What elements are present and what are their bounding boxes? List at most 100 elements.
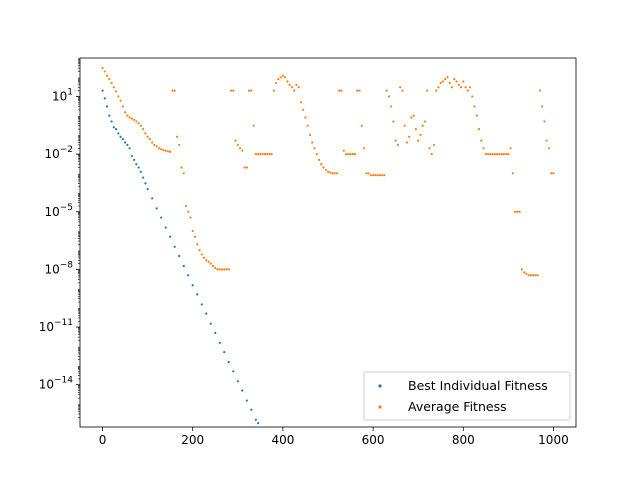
average-fitness-point-151	[441, 80, 445, 83]
average-fitness-point-17	[139, 124, 142, 127]
average-fitness-point-154	[448, 81, 451, 85]
average-fitness-point-172	[489, 152, 492, 156]
average-fitness-point-148	[435, 89, 438, 92]
average-fitness-point-128	[390, 105, 393, 108]
average-fitness-point-146	[430, 152, 433, 156]
average-fitness-point-175	[495, 152, 499, 156]
best-fitness-point-33	[205, 312, 208, 315]
average-fitness-point-177	[500, 152, 503, 156]
average-fitness-point-76	[272, 89, 275, 92]
best-fitness-point-35	[214, 331, 217, 334]
average-fitness-point-70	[259, 152, 262, 156]
average-fitness-point-39	[189, 216, 192, 219]
best-fitness-point-13	[130, 154, 133, 158]
average-fitness-point-65	[247, 89, 251, 92]
average-fitness-point-63	[243, 166, 246, 169]
average-fitness-point-56	[227, 268, 230, 271]
average-fitness-point-23	[153, 143, 156, 147]
average-fitness-point-181	[509, 147, 512, 150]
average-fitness-point-73	[266, 152, 269, 156]
average-fitness-point-180	[507, 152, 510, 156]
average-fitness-point-19	[144, 132, 147, 135]
average-fitness-point-114	[358, 89, 361, 92]
average-fitness-point-133	[401, 89, 404, 92]
average-fitness-point-193	[536, 274, 539, 277]
average-fitness-point-74	[268, 152, 271, 156]
average-fitness-point-75	[270, 152, 273, 156]
average-fitness-point-112	[353, 152, 357, 156]
average-fitness-point-80	[281, 74, 285, 77]
average-fitness-point-53	[220, 268, 224, 271]
average-fitness-point-103	[333, 172, 336, 175]
average-fitness-point-1	[103, 70, 106, 73]
x-axis: 0 200 400 600 800 1000	[99, 427, 569, 447]
average-fitness-point-119	[369, 174, 372, 177]
legend-marker-average	[378, 405, 382, 409]
average-fitness-point-149	[437, 86, 440, 89]
average-fitness-point-78	[277, 77, 280, 81]
average-fitness-point-179	[505, 152, 508, 156]
average-fitness-point-200	[552, 172, 555, 175]
average-fitness-point-85	[293, 89, 296, 92]
best-fitness-point-44	[254, 418, 257, 421]
average-fitness-point-118	[367, 172, 370, 175]
average-fitness-point-40	[191, 229, 194, 233]
average-fitness-point-21	[148, 138, 151, 141]
average-fitness-point-66	[250, 89, 253, 92]
average-fitness-point-134	[403, 124, 406, 127]
best-fitness-point-26	[173, 245, 176, 248]
x-tick-label-0: 0	[99, 433, 107, 447]
average-fitness-point-94	[313, 147, 316, 150]
average-fitness-point-79	[279, 76, 282, 79]
average-fitness-point-104	[335, 172, 339, 175]
best-fitness-point-39	[232, 370, 235, 373]
average-fitness-point-3	[108, 77, 111, 81]
average-fitness-point-191	[532, 274, 535, 277]
best-fitness-point-31	[196, 293, 199, 296]
best-fitness-point-16	[137, 166, 140, 169]
average-fitness-point-173	[491, 152, 494, 156]
average-fitness-point-89	[302, 108, 305, 111]
average-fitness-point-87	[297, 86, 300, 89]
average-fitness-point-34	[178, 143, 181, 147]
average-fitness-point-155	[450, 86, 454, 89]
average-fitness-point-97	[320, 163, 323, 166]
average-fitness-point-167	[477, 127, 481, 131]
average-fitness-point-27	[162, 149, 165, 152]
average-fitness-point-32	[173, 89, 176, 92]
average-fitness-point-196	[543, 120, 546, 123]
best-fitness-point-23	[160, 216, 163, 219]
legend-box	[363, 371, 571, 421]
average-fitness-point-11	[126, 114, 129, 117]
average-fitness-point-166	[475, 114, 478, 117]
average-fitness-point-29	[166, 150, 170, 153]
average-fitness-point-199	[550, 172, 553, 175]
average-fitness-point-160	[462, 80, 465, 83]
average-fitness-point-62	[241, 149, 244, 152]
best-fitness-point-42	[245, 399, 248, 402]
average-fitness-point-120	[371, 174, 375, 177]
average-fitness-point-92	[308, 133, 312, 136]
average-fitness-point-7	[117, 95, 120, 98]
y-tick-label-1: 10−2	[44, 145, 73, 161]
average-fitness-point-168	[480, 139, 483, 142]
average-fitness-point-8	[119, 99, 122, 102]
best-fitness-points	[101, 89, 260, 425]
average-fitness-point-126	[385, 89, 388, 92]
average-fitness-point-124	[381, 174, 384, 177]
average-fitness-point-67	[252, 124, 255, 127]
average-fitness-point-71	[261, 152, 264, 156]
average-fitness-point-98	[322, 166, 325, 169]
average-fitness-point-84	[290, 86, 294, 89]
best-fitness-point-37	[223, 350, 226, 354]
average-fitness-point-35	[180, 166, 183, 169]
best-fitness-point-30	[191, 284, 194, 287]
average-fitness-point-170	[484, 152, 487, 156]
average-fitness-point-14	[133, 118, 136, 122]
average-fitness-point-90	[304, 116, 307, 119]
average-fitness-point-141	[419, 133, 422, 136]
y-axis: 101 10−2 10−5 10−8 10−11 10−14	[39, 58, 80, 418]
best-fitness-point-4	[110, 120, 113, 123]
average-fitness-point-129	[392, 120, 395, 123]
